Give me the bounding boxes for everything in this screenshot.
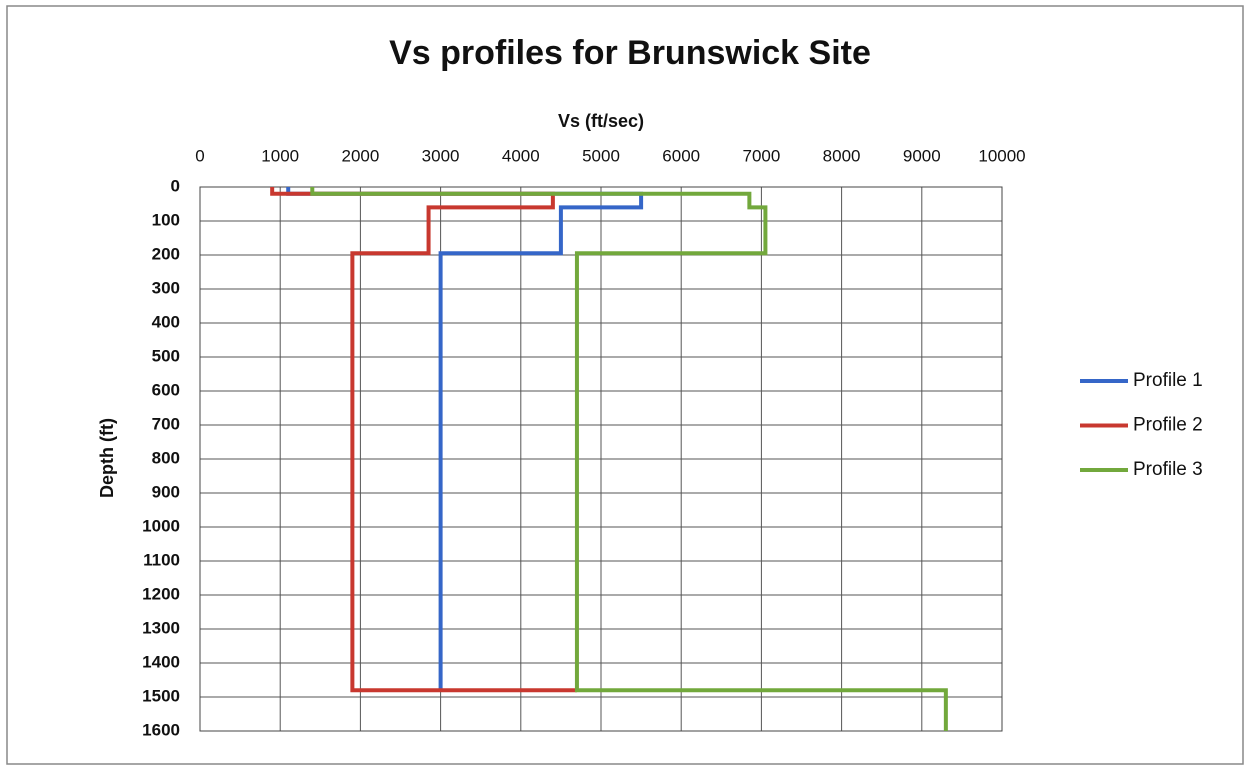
x-tick-label: 9000 [903, 146, 941, 165]
x-tick-label: 8000 [823, 146, 861, 165]
x-tick-label: 4000 [502, 146, 540, 165]
legend-label: Profile 1 [1133, 370, 1203, 391]
x-tick-label: 2000 [341, 146, 379, 165]
x-axis-label: Vs (ft/sec) [558, 111, 644, 131]
x-tick-label: 5000 [582, 146, 620, 165]
y-tick-label: 1600 [142, 720, 180, 739]
x-tick-label: 7000 [742, 146, 780, 165]
y-tick-label: 1500 [142, 686, 180, 705]
y-tick-label: 700 [152, 414, 180, 433]
chart-frame [6, 5, 1244, 765]
chart-title: Vs profiles for Brunswick Site [389, 34, 871, 72]
y-tick-label: 1200 [142, 584, 180, 603]
series-line [310, 187, 948, 731]
y-tick-label: 400 [152, 312, 180, 331]
y-tick-label: 800 [152, 448, 180, 467]
x-tick-label: 10000 [978, 146, 1025, 165]
y-tick-label: 100 [152, 210, 180, 229]
y-tick-label: 200 [152, 244, 180, 263]
y-tick-label: 0 [171, 176, 180, 195]
y-tick-label: 600 [152, 380, 180, 399]
x-tick-label: 0 [195, 146, 204, 165]
y-tick-label: 1300 [142, 618, 180, 637]
y-tick-label: 900 [152, 482, 180, 501]
x-tick-label: 3000 [422, 146, 460, 165]
y-tick-label: 1400 [142, 652, 180, 671]
legend-label: Profile 3 [1133, 459, 1203, 480]
legend-label: Profile 2 [1133, 415, 1203, 436]
x-tick-label: 1000 [261, 146, 299, 165]
x-tick-label: 6000 [662, 146, 700, 165]
y-tick-label: 300 [152, 278, 180, 297]
y-tick-label: 500 [152, 346, 180, 365]
plot-border [199, 186, 1003, 732]
y-tick-label: 1000 [142, 516, 180, 535]
y-tick-label: 1100 [143, 550, 180, 569]
y-axis-label: Depth (ft) [97, 418, 117, 498]
